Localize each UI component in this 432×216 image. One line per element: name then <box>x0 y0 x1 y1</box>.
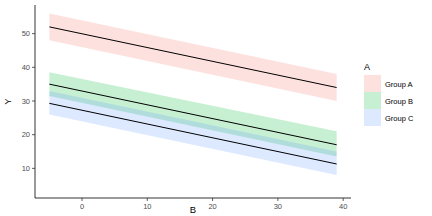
y-tick-label: 50 <box>22 29 30 38</box>
legend-title: A <box>364 62 370 72</box>
x-tick <box>343 198 344 201</box>
legend-key-bg <box>364 92 381 109</box>
legend-key-bg <box>364 75 381 92</box>
y-tick-label: 30 <box>22 97 30 106</box>
fit-line <box>49 27 336 88</box>
legend-label: Group A <box>385 80 413 89</box>
y-tick <box>32 134 35 135</box>
x-tick <box>82 198 83 201</box>
x-tick <box>212 198 213 201</box>
legend-key <box>364 92 381 109</box>
legend-key <box>364 109 381 126</box>
y-axis-title: Y <box>2 98 13 105</box>
x-tick-label: 10 <box>143 202 151 211</box>
legend-key <box>364 75 381 92</box>
x-tick-label: 0 <box>80 202 84 211</box>
y-tick <box>32 67 35 68</box>
y-tick <box>32 100 35 101</box>
x-axis-title: B <box>190 204 196 215</box>
x-tick-label: 40 <box>339 202 347 211</box>
legend-label: Group B <box>385 97 413 106</box>
confidence-band <box>49 91 336 175</box>
fit-line <box>49 84 336 145</box>
y-tick-label: 10 <box>22 164 30 173</box>
x-tick <box>147 198 148 201</box>
chart: 0 10 20 30 40 10 20 30 40 50 B Y A Group A Group B Grou… <box>0 0 432 216</box>
x-tick-label: 30 <box>274 202 282 211</box>
y-tick-label: 40 <box>22 63 30 72</box>
y-tick-label: 20 <box>22 130 30 139</box>
x-tick <box>277 198 278 201</box>
legend-label: Group C <box>385 114 414 123</box>
x-tick-label: 20 <box>208 202 216 211</box>
y-tick <box>32 168 35 169</box>
fit-line <box>49 103 336 164</box>
y-tick <box>32 33 35 34</box>
plot-area <box>49 13 336 175</box>
legend-key-bg <box>364 109 381 126</box>
